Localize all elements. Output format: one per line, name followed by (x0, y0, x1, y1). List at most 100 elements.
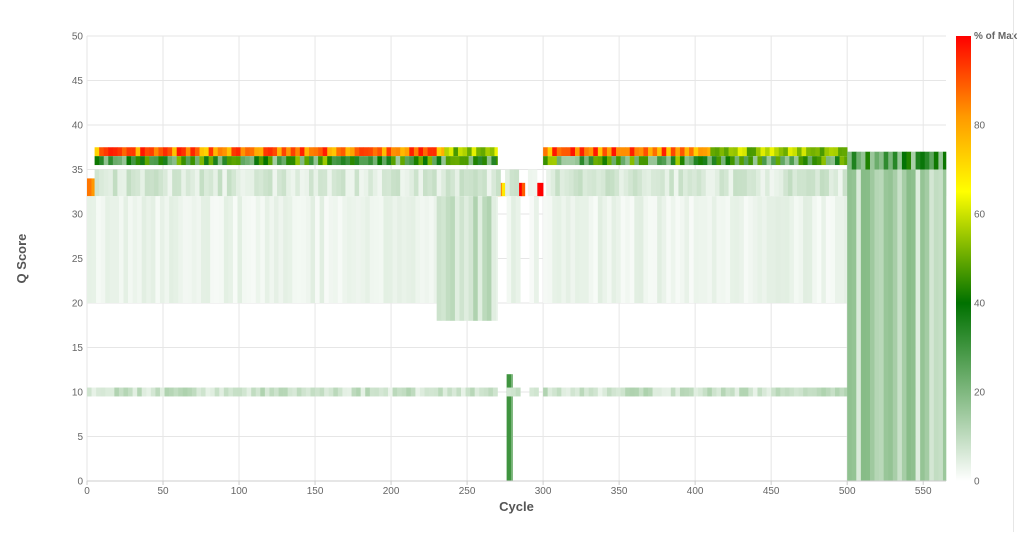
heatmap-cell (468, 169, 474, 197)
heatmap-cell (333, 196, 339, 303)
heatmap-cell (616, 387, 621, 397)
heatmap-cell (258, 169, 264, 197)
heatmap-cell (167, 156, 173, 166)
heatmap-cell (693, 387, 699, 397)
heatmap-cell (254, 147, 260, 157)
heatmap-cell (372, 147, 378, 157)
heatmap-cell (105, 387, 111, 397)
heatmap-cell (87, 196, 92, 303)
heatmap-cell (819, 169, 825, 197)
heatmap-cell (100, 196, 106, 303)
heatmap-cell (401, 196, 407, 303)
heatmap-cell (263, 169, 269, 197)
heatmap-cell (593, 156, 599, 166)
heatmap-cell (543, 387, 548, 397)
heatmap-cell (725, 387, 731, 397)
heatmap-cell (413, 169, 419, 197)
heatmap-cell (670, 147, 676, 157)
heatmap-cell (263, 147, 269, 157)
heatmap-cell (679, 156, 685, 166)
heatmap-cell (163, 156, 168, 166)
heatmap-cell (684, 196, 690, 303)
heatmap-cell (824, 169, 830, 197)
heatmap-cell (267, 147, 273, 157)
heatmap-cell (780, 156, 786, 166)
heatmap-cell (757, 156, 763, 166)
heatmap-cell (565, 196, 571, 303)
heatmap-cell (684, 156, 690, 166)
heatmap-cell (856, 151, 862, 170)
heatmap-cell (766, 156, 772, 166)
heatmap-cell (552, 387, 558, 397)
heatmap-cell (675, 387, 681, 397)
heatmap-cell (324, 387, 330, 397)
heatmap-cell (258, 147, 264, 157)
heatmap-cell (556, 196, 562, 303)
heatmap-cell (214, 387, 220, 397)
heatmap-cell (748, 387, 754, 397)
heatmap-cell (169, 196, 174, 303)
heatmap-cell (801, 169, 807, 197)
heatmap-cell (308, 156, 314, 166)
heatmap-cell (112, 169, 118, 197)
heatmap-cell (327, 169, 333, 197)
y-tick-label: 50 (72, 32, 84, 43)
heatmap-cell (448, 147, 454, 157)
heatmap-cell (638, 387, 644, 397)
heatmap-cell (801, 147, 807, 157)
heatmap-cell (422, 147, 428, 157)
heatmap-cell (237, 387, 243, 397)
heatmap-cell (666, 387, 672, 397)
heatmap-cell (851, 169, 857, 481)
heatmap-cell (219, 387, 225, 397)
colorbar-tick-label: 0 (974, 477, 980, 488)
heatmap-cell (517, 182, 523, 197)
heatmap-cell (181, 169, 187, 197)
heatmap-cell (176, 147, 182, 157)
heatmap-cell (318, 156, 323, 166)
heatmap-cell (734, 156, 740, 166)
heatmap-cell (824, 147, 830, 157)
heatmap-cell (137, 196, 143, 303)
heatmap-cell (249, 169, 255, 197)
heatmap-cell (465, 387, 471, 397)
heatmap-cell (775, 387, 781, 397)
heatmap-cell (851, 151, 857, 170)
heatmap-cell (816, 156, 822, 166)
heatmap-cell (734, 387, 740, 397)
heatmap-cell (255, 387, 261, 397)
heatmap-cell (784, 387, 790, 397)
heatmap-cell (337, 387, 343, 397)
heatmap-cell (561, 387, 567, 397)
heatmap-cell (457, 147, 463, 157)
heatmap-cell (360, 387, 366, 397)
heatmap-cell (593, 387, 599, 397)
heatmap-cell (290, 169, 296, 197)
heatmap-cell (588, 196, 594, 303)
heatmap-cell (445, 156, 451, 166)
heatmap-cell (648, 147, 653, 157)
heatmap-cell (190, 169, 196, 197)
heatmap-cell (149, 147, 155, 157)
heatmap-cell (441, 147, 445, 157)
heatmap-cell (94, 169, 100, 197)
heatmap-cell (377, 156, 383, 166)
heatmap-cell (579, 387, 585, 397)
heatmap-cell (602, 387, 608, 397)
heatmap-cell (570, 196, 576, 303)
heatmap-cell (883, 169, 889, 481)
heatmap-cell (620, 387, 626, 397)
heatmap-cell (506, 387, 512, 397)
heatmap-cell (391, 147, 396, 157)
heatmap-cell (634, 147, 640, 157)
heatmap-cell (336, 156, 342, 166)
heatmap-cell (441, 196, 447, 321)
heatmap-cell (345, 147, 351, 157)
heatmap-cell (810, 169, 816, 197)
heatmap-cell (652, 147, 658, 157)
heatmap-cell (299, 169, 305, 197)
heatmap-cell (149, 156, 155, 166)
heatmap-cell (277, 147, 282, 157)
heatmap-cell (359, 169, 365, 197)
